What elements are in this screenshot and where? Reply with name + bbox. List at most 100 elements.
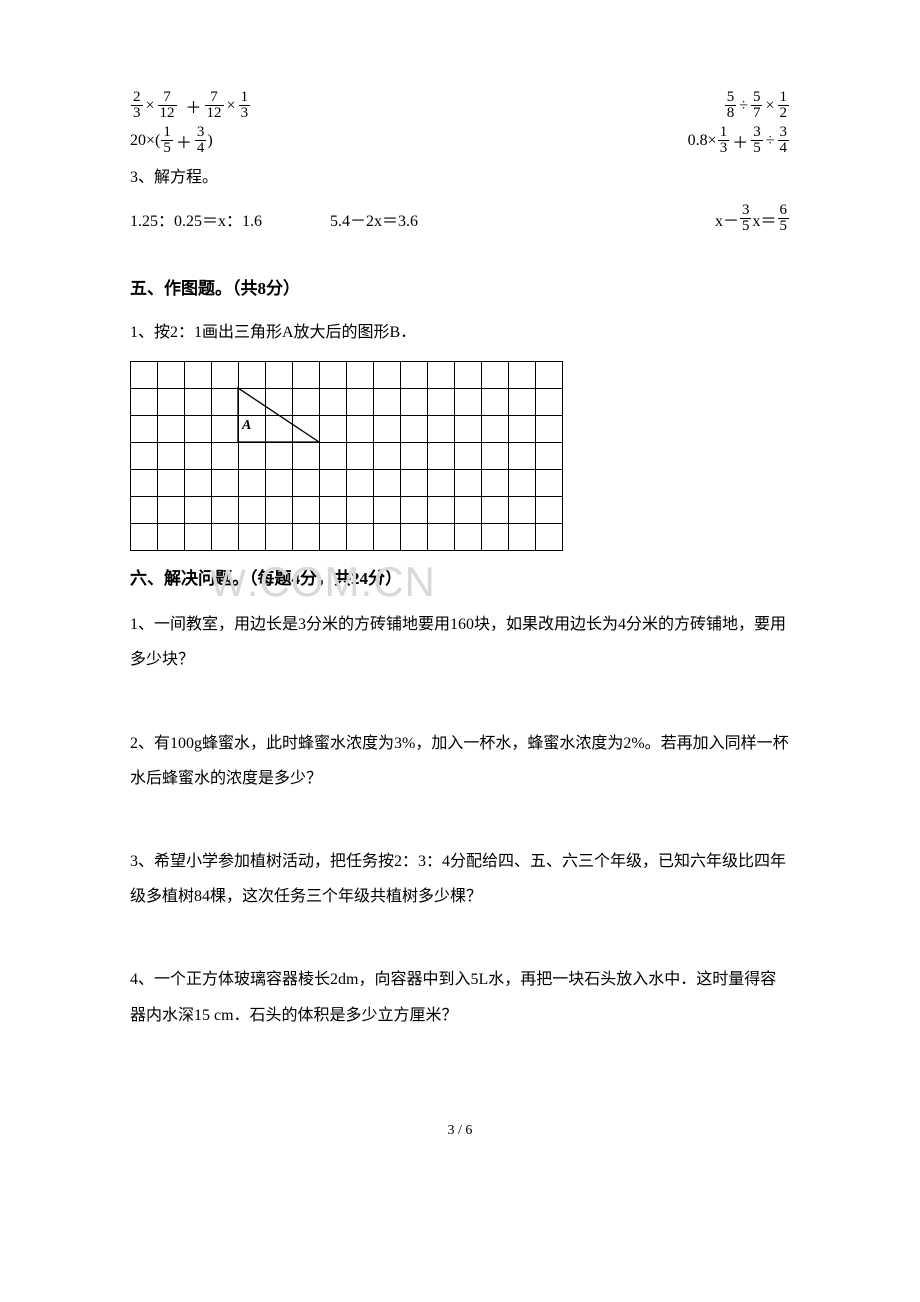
text: ) [207, 132, 212, 150]
grid-cell [482, 524, 509, 551]
grid-cell [185, 416, 212, 443]
math-block: 23 × 712 ＋ 712 × 13 58 ÷ 57 × 12 [130, 90, 790, 234]
frac-den: 5 [778, 219, 790, 234]
grid-cell [185, 389, 212, 416]
math-row-1: 23 × 712 ＋ 712 × 13 58 ÷ 57 × 12 [130, 90, 790, 121]
grid-cell [212, 362, 239, 389]
grid-cell [131, 416, 158, 443]
grid-cell [212, 497, 239, 524]
section-6-title: 六、解决问题。（每题4分，共24分） [130, 564, 790, 589]
grid-cell [320, 443, 347, 470]
expr-right-1: 58 ÷ 57 × 12 [724, 90, 790, 121]
grid-cell [428, 389, 455, 416]
triangle-label: A [242, 418, 251, 434]
grid-cell [455, 362, 482, 389]
eq-1: 1.25：0.25＝x：1.6 [130, 207, 330, 231]
grid-cell [185, 497, 212, 524]
grid-cell [455, 443, 482, 470]
frac-den: 8 [725, 106, 737, 121]
frac-num: 1 [161, 125, 173, 140]
frac-den: 3 [131, 106, 143, 121]
text: x－ [715, 207, 739, 231]
grid-cell [536, 389, 563, 416]
frac-num: 2 [131, 90, 143, 105]
grid-cell [428, 524, 455, 551]
section-6-q1: 1、一间教室，用边长是3分米的方砖铺地要用160块，如果改用边长为4分米的方砖铺… [130, 607, 790, 677]
grid-cell [239, 443, 266, 470]
operator: ÷ [766, 132, 775, 150]
grid-cell [212, 389, 239, 416]
operator: × [765, 97, 774, 115]
grid-cell [428, 443, 455, 470]
frac-den: 5 [751, 141, 763, 156]
grid-cell [428, 470, 455, 497]
grid-cell [401, 416, 428, 443]
grid-cell [536, 497, 563, 524]
grid-cell [536, 524, 563, 551]
grid-table: A [130, 361, 563, 551]
grid-cell [401, 389, 428, 416]
section-5-q1: 1、按2：1画出三角形A放大后的图形B． [130, 317, 790, 349]
grid-cell: A [239, 416, 266, 443]
grid-cell [374, 497, 401, 524]
frac-den: 12 [205, 106, 224, 121]
grid-cell [374, 443, 401, 470]
grid-cell [158, 470, 185, 497]
grid-cell [212, 443, 239, 470]
grid-cell [428, 497, 455, 524]
operator: ＋ [186, 94, 202, 118]
grid-figure: A [130, 361, 790, 556]
grid-cell [212, 524, 239, 551]
frac-den: 3 [239, 106, 251, 121]
grid-cell [536, 362, 563, 389]
frac-den: 3 [718, 141, 730, 156]
grid-cell [293, 524, 320, 551]
grid-cell [509, 389, 536, 416]
grid-cell [212, 416, 239, 443]
grid-cell [158, 524, 185, 551]
grid-cell [239, 470, 266, 497]
frac-num: 1 [239, 90, 251, 105]
grid-cell [131, 362, 158, 389]
grid-cell [158, 416, 185, 443]
grid-cell [455, 416, 482, 443]
grid-cell [158, 362, 185, 389]
grid-cell [401, 497, 428, 524]
frac-den: 12 [158, 106, 177, 121]
grid-cell [374, 416, 401, 443]
frac-num: 6 [778, 203, 790, 218]
grid-cell [374, 470, 401, 497]
math-row-3: 1.25：0.25＝x：1.6 5.4－2x＝3.6 x－ 35 x＝ 65 [130, 203, 790, 234]
grid-cell [536, 416, 563, 443]
operator: ＋ [176, 129, 192, 153]
grid-cell [239, 362, 266, 389]
frac-den: 4 [195, 141, 207, 156]
frac-den: 2 [778, 106, 790, 121]
section-6-q4: 4、一个正方体玻璃容器棱长2dm，向容器中到入5L水，再把一块石头放入水中．这时… [130, 962, 790, 1032]
grid-cell [347, 497, 374, 524]
grid-cell [158, 443, 185, 470]
grid-cell [239, 389, 266, 416]
grid-cell [158, 389, 185, 416]
grid-cell [347, 443, 374, 470]
grid-cell [293, 443, 320, 470]
grid-cell [482, 362, 509, 389]
grid-cell [482, 470, 509, 497]
grid-cell [509, 362, 536, 389]
page-number: 3 / 6 [130, 1123, 790, 1139]
grid-cell [266, 470, 293, 497]
grid-cell [212, 470, 239, 497]
frac-num: 5 [751, 90, 763, 105]
expr-left-1: 23 × 712 ＋ 712 × 13 [130, 90, 251, 121]
grid-cell [320, 470, 347, 497]
grid-cell [266, 362, 293, 389]
eq-2: 5.4－2x＝3.6 [330, 207, 530, 231]
text: 0.8× [688, 132, 717, 150]
grid-cell [320, 362, 347, 389]
grid-cell [482, 497, 509, 524]
grid-cell [266, 416, 293, 443]
frac-num: 1 [778, 90, 790, 105]
grid-cell [293, 416, 320, 443]
grid-cell [482, 416, 509, 443]
grid-cell [347, 470, 374, 497]
